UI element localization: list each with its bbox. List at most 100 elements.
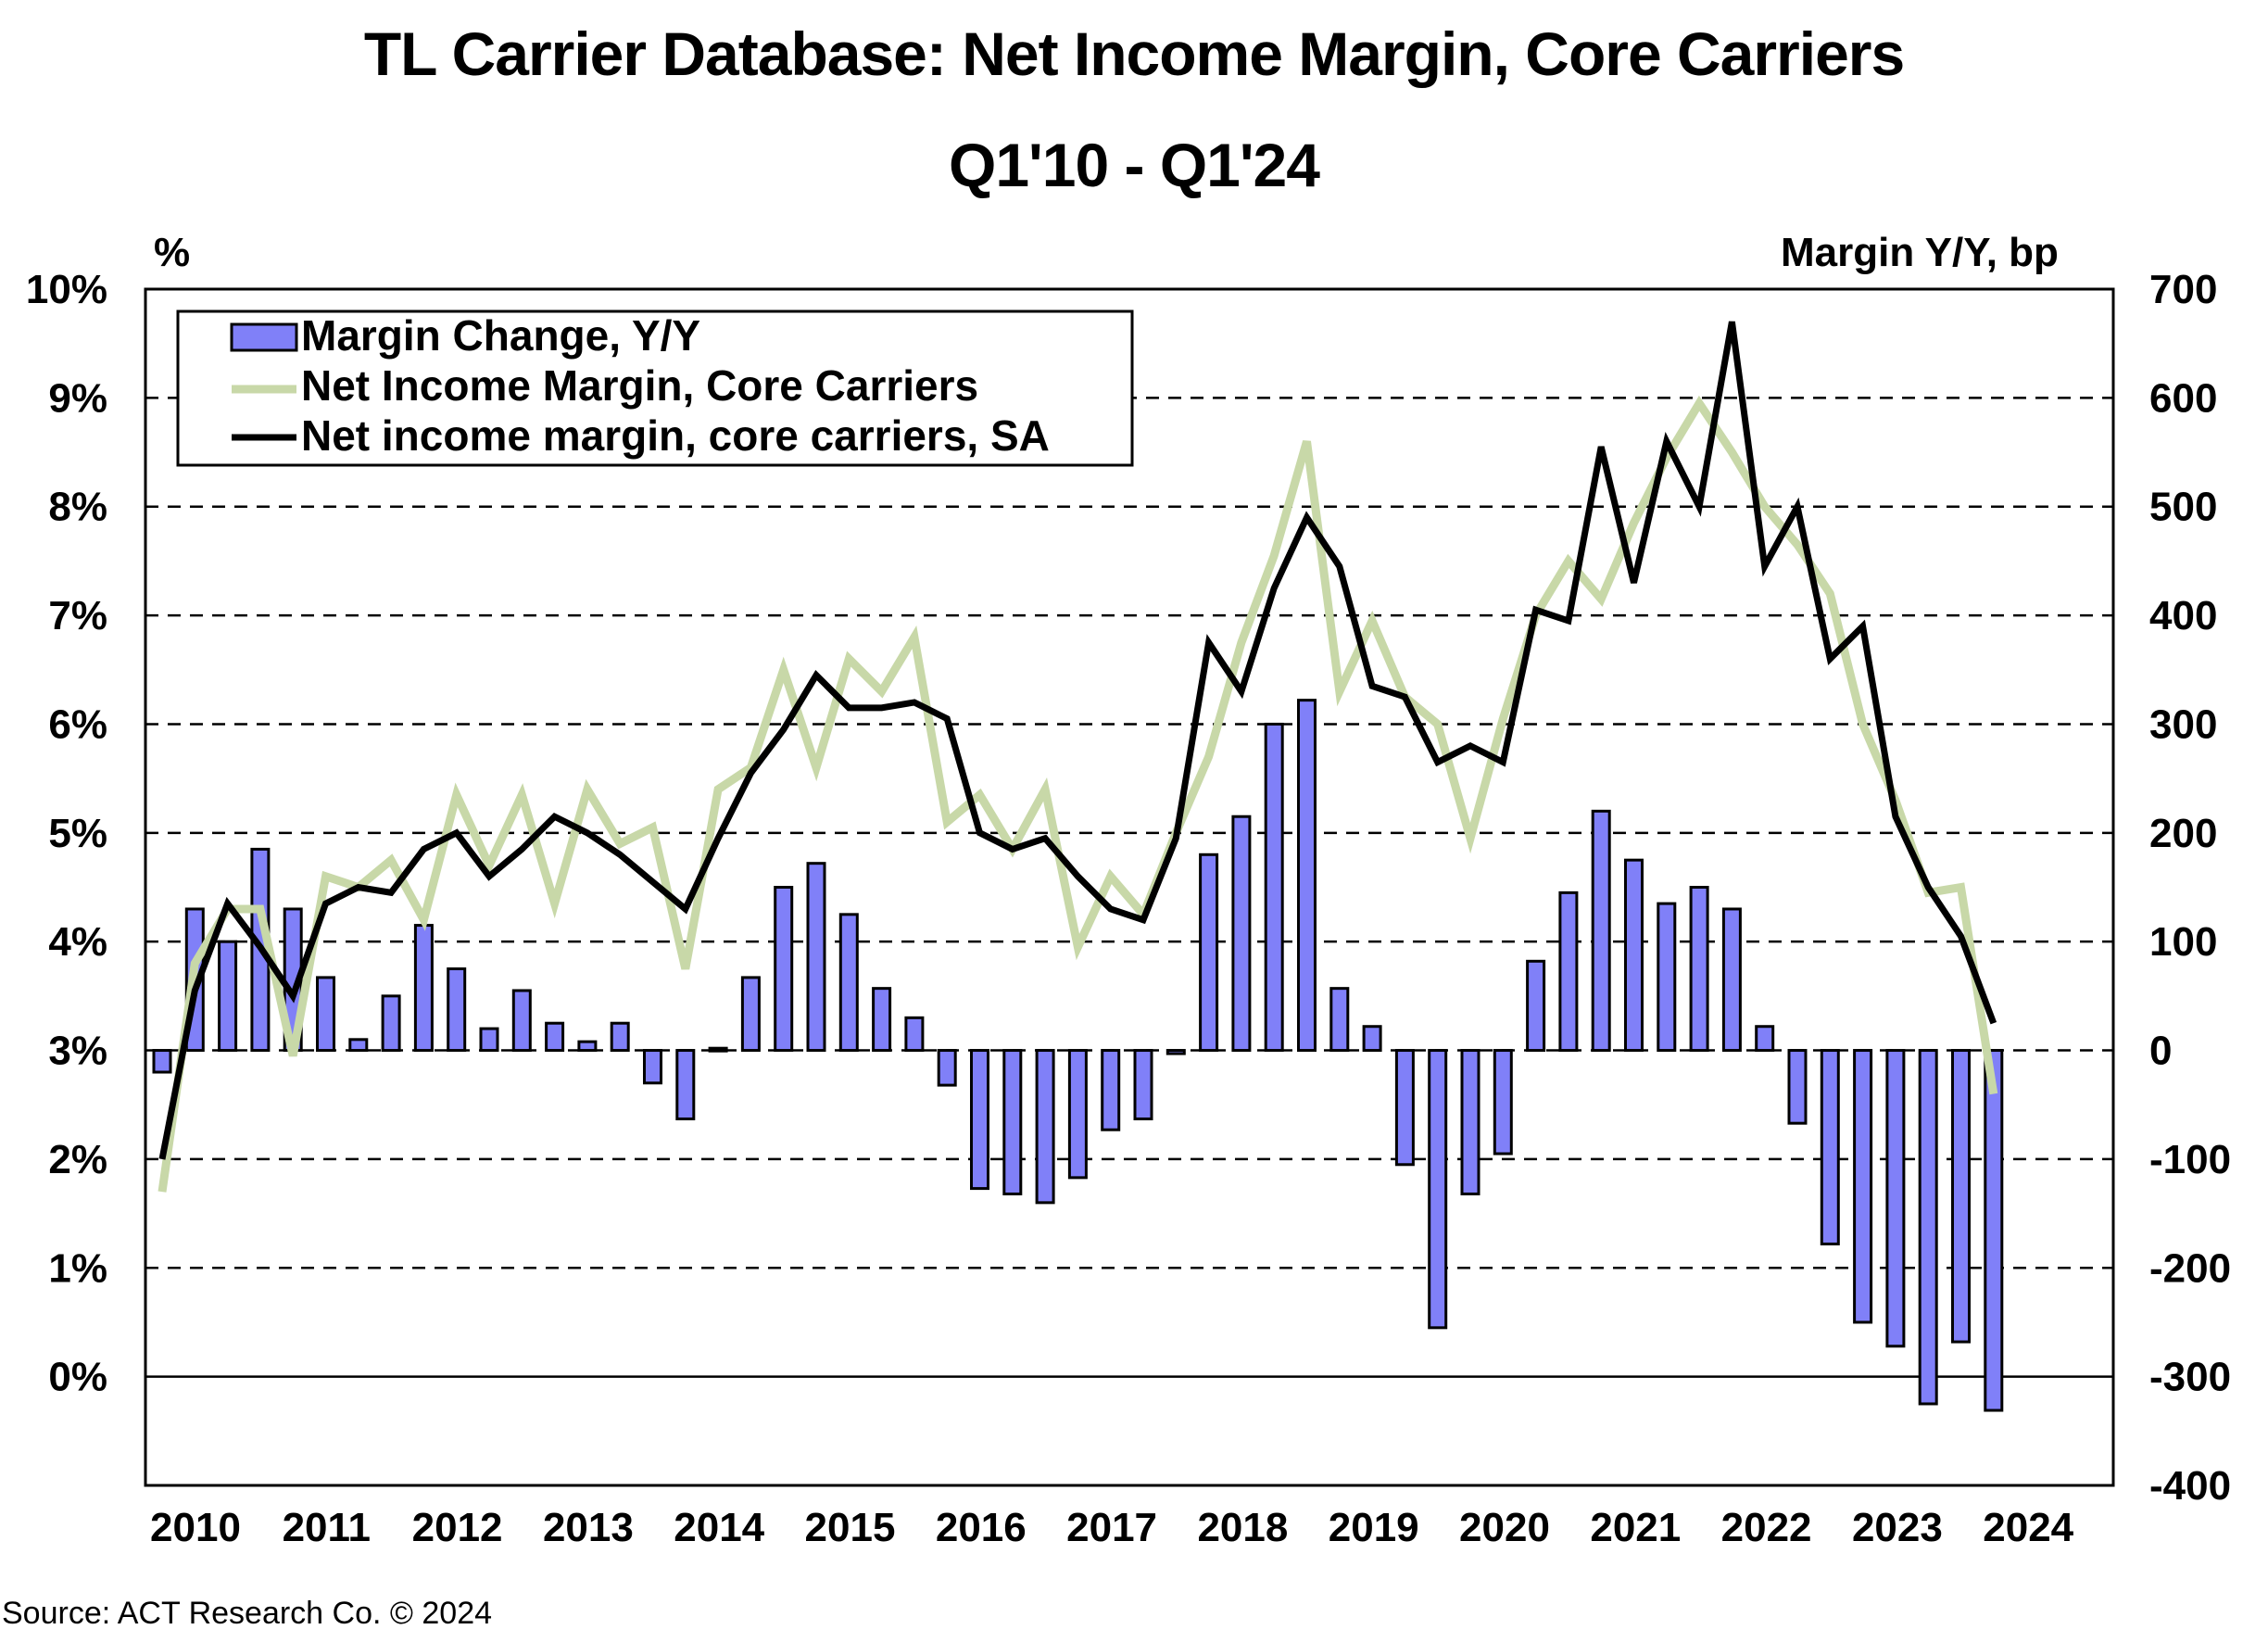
left-tick-label: 9% — [48, 375, 107, 421]
left-tick-label: 0% — [48, 1355, 107, 1400]
bar-margin-change — [1101, 1049, 1121, 1131]
right-tick-label: -100 — [2149, 1137, 2231, 1182]
right-axis-ticks: -400 -300 -200 -100 0 100 200 300 400 500 600 700 — [2149, 267, 2231, 1509]
bar-margin-change — [1329, 987, 1350, 1053]
x-tick-label: 2016 — [936, 1505, 1027, 1550]
right-tick-label: 0 — [2149, 1029, 2172, 1074]
bar-margin-change — [1460, 1049, 1480, 1195]
bar-margin-change — [1721, 907, 1742, 1053]
bar-margin-change — [1493, 1049, 1513, 1156]
x-tick-label: 2011 — [283, 1505, 371, 1550]
x-tick-label: 2015 — [805, 1505, 896, 1550]
gridlines — [145, 397, 2113, 1378]
bar-margin-change — [1199, 853, 1219, 1053]
bar-margin-change — [413, 924, 434, 1053]
x-tick-label: 2010 — [150, 1505, 241, 1550]
x-axis-ticks: 2010 2011 2012 2013 2014 2015 2016 2017 2018 2019… — [150, 1505, 2074, 1550]
bar-margin-change — [1264, 722, 1284, 1053]
bar-margin-change — [1657, 902, 1677, 1053]
bar-margin-change — [1624, 858, 1644, 1053]
bar-margin-change — [479, 1027, 499, 1053]
bar-margin-change — [1918, 1049, 1938, 1406]
left-tick-label: 2% — [48, 1137, 107, 1182]
right-axis-label: Margin Y/Y, bp — [1781, 230, 2059, 275]
chart-subtitle: Q1'10 - Q1'24 — [949, 131, 1320, 199]
right-tick-label: 400 — [2149, 593, 2217, 638]
bar-margin-change — [675, 1049, 696, 1120]
x-tick-label: 2023 — [1852, 1505, 1943, 1550]
x-tick-label: 2024 — [1983, 1505, 2073, 1550]
x-tick-label: 2020 — [1459, 1505, 1550, 1550]
bar-margin-change — [643, 1049, 662, 1085]
bar-margin-change — [1297, 699, 1317, 1053]
bar-margin-change — [1558, 890, 1579, 1053]
bar-margin-change — [1820, 1049, 1840, 1245]
bar-margin-change — [904, 1016, 925, 1053]
bar-margin-change — [838, 913, 859, 1053]
bar-margin-change — [511, 989, 532, 1053]
right-tick-label: 700 — [2149, 267, 2217, 312]
bar-margin-change — [937, 1049, 957, 1087]
line-series — [158, 321, 1998, 1193]
bar-margin-change — [1002, 1049, 1023, 1195]
right-tick-label: -400 — [2149, 1463, 2231, 1509]
bar-margin-change — [708, 1046, 728, 1053]
bar-margin-change — [218, 940, 238, 1053]
legend-swatch-bar — [230, 322, 298, 352]
left-tick-label: 8% — [48, 485, 107, 530]
left-tick-label: 3% — [48, 1029, 107, 1074]
x-tick-label: 2012 — [412, 1505, 503, 1550]
bar-margin-change — [1526, 959, 1546, 1053]
line-net-income-margin-sa — [158, 321, 1997, 1160]
bar-margin-change — [1067, 1049, 1088, 1180]
bar-margin-change — [970, 1049, 989, 1191]
right-tick-label: 100 — [2149, 919, 2217, 965]
left-tick-label: 1% — [48, 1245, 107, 1291]
x-tick-label: 2014 — [674, 1505, 764, 1550]
line-net-income-margin — [158, 395, 1998, 1193]
left-tick-label: 4% — [48, 919, 107, 965]
x-tick-label: 2018 — [1197, 1505, 1288, 1550]
bar-margin-change — [1035, 1049, 1055, 1205]
bar-margin-change — [1591, 809, 1611, 1053]
bar-margin-change — [1885, 1049, 1906, 1348]
bar-margin-change — [1689, 886, 1709, 1053]
right-tick-label: -200 — [2149, 1245, 2231, 1291]
right-tick-label: 300 — [2149, 701, 2217, 747]
bar-series — [152, 699, 2004, 1412]
right-tick-label: -300 — [2149, 1355, 2231, 1400]
left-tick-label: 6% — [48, 701, 107, 747]
bar-margin-change — [1166, 1049, 1186, 1055]
left-axis-ticks: 0% 1% 2% 3% 4% 5% 6% 7% 8% 9% 10% — [26, 267, 107, 1400]
bar-margin-change — [1755, 1025, 1775, 1053]
bar-margin-change — [316, 976, 335, 1053]
bar-margin-change — [447, 967, 467, 1053]
bar-margin-change — [1231, 815, 1252, 1053]
right-tick-label: 500 — [2149, 485, 2217, 530]
bar-margin-change — [1984, 1049, 2004, 1412]
bar-margin-change — [1853, 1049, 1873, 1324]
x-tick-label: 2021 — [1590, 1505, 1681, 1550]
bar-margin-change — [381, 994, 401, 1053]
bar-margin-change — [545, 1021, 565, 1053]
bar-margin-change — [152, 1049, 172, 1074]
bar-margin-change — [1787, 1049, 1808, 1125]
chart-title: TL Carrier Database: Net Income Margin, … — [363, 19, 1905, 88]
left-axis-label: % — [154, 230, 191, 275]
right-tick-label: 600 — [2149, 375, 2217, 421]
right-tick-label: 200 — [2149, 811, 2217, 856]
bar-margin-change — [1394, 1049, 1415, 1167]
x-tick-label: 2019 — [1329, 1505, 1419, 1550]
legend-label: Net income margin, core carriers, SA — [301, 411, 1050, 460]
bar-margin-change — [872, 987, 892, 1053]
x-tick-label: 2017 — [1066, 1505, 1157, 1550]
x-tick-label: 2013 — [543, 1505, 634, 1550]
bar-margin-change — [348, 1038, 369, 1053]
bar-margin-change — [1133, 1049, 1153, 1120]
left-tick-label: 5% — [48, 811, 107, 856]
bar-margin-change — [1362, 1025, 1382, 1053]
legend-label: Net Income Margin, Core Carriers — [301, 361, 978, 410]
legend-box — [176, 309, 1134, 467]
